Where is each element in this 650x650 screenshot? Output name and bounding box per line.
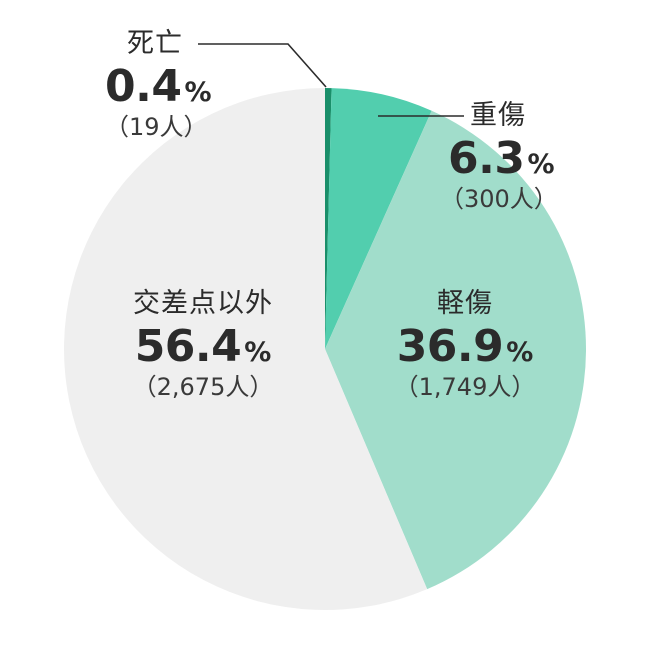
slice-percent: 56.4% (113, 325, 293, 369)
slice-percent: 36.9% (380, 325, 550, 369)
slice-count: （19人） (105, 113, 208, 141)
leader-line-shibou (198, 43, 327, 88)
slice-percent-unit: % (244, 337, 272, 368)
slice-label-juushou: 重傷 6.3% （300人） (440, 102, 565, 211)
slice-name: 重傷 (470, 100, 526, 131)
slice-count: （1,749人） (394, 373, 536, 401)
slice-percent-unit: % (506, 337, 534, 368)
slice-percent-value: 36.9 (396, 321, 504, 372)
slice-percent-value: 0.4 (105, 61, 182, 112)
pie-slice-juushou (325, 88, 432, 349)
slice-count: （300人） (440, 185, 558, 213)
slice-count: （2,675人） (132, 373, 274, 401)
slice-label-kousaten-igai: 交差点以外 56.4% （2,675人） (113, 290, 293, 399)
slice-name: 死亡 (127, 28, 183, 59)
pie-slice-kousaten-igai (64, 88, 428, 610)
slice-name: 交差点以外 (133, 288, 273, 319)
slice-percent-unit: % (527, 149, 555, 180)
slice-percent-value: 56.4 (134, 321, 242, 372)
slice-label-shibou: 死亡 0.4% （19人） (105, 30, 215, 139)
slice-percent-unit: % (184, 77, 212, 108)
slice-label-keishou: 軽傷 36.9% （1,749人） (380, 290, 550, 399)
slice-name: 軽傷 (437, 288, 493, 319)
pie-slice-shibou (325, 87, 332, 349)
slice-percent: 0.4% (105, 65, 215, 109)
pie-slice-keishou (325, 110, 586, 590)
slice-percent: 6.3% (440, 137, 565, 181)
pie-slices (64, 87, 586, 610)
slice-percent-value: 6.3 (448, 133, 525, 184)
